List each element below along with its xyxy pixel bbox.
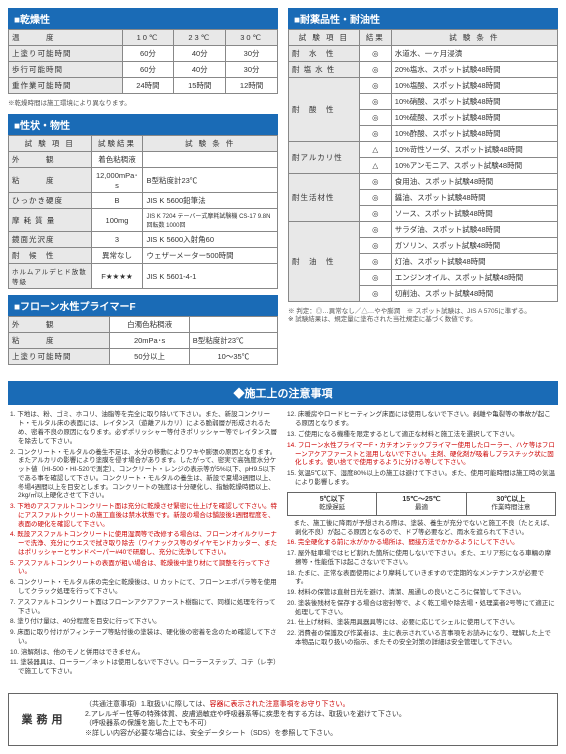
prec-left-col: 1. 下地は、粉、ゴミ、ホコリ、油脂等を完全に取り除いて下さい。また、新設コンク…	[10, 411, 279, 678]
table-row: 耐生活材性◎食用油、スポット試験48時間	[289, 174, 558, 190]
col-head: 試 験 条 件	[391, 30, 557, 46]
col-head: 30℃	[226, 30, 278, 46]
table-row: 耐アルカリ性△10%苛性ソーダ、スポット試験48時間	[289, 142, 558, 158]
sec4-table: 試 験 項 目 結果 試 験 条 件 耐 水 性◎水道水、一ヶ月浸漬 耐 塩 水…	[288, 29, 558, 302]
prec-item: 19. 材料の保管は直射日光を避け、清潔、風通しの良いところに保管して下さい。	[287, 589, 556, 598]
temp-cell: 5℃以下 乾燥遅延	[288, 493, 377, 515]
sec3-header: ■フローン水性プライマーF	[8, 295, 278, 316]
footer-left: 業務用	[9, 703, 79, 735]
prec-item: 6. コンクリート・モルタル床の完全に乾燥後は、U カットにて、フローンエポパラ…	[10, 579, 279, 597]
prec-item: 9. 床面に取り付けがフィンテープ等貼付後の塗装は、硬化後の密着を念のため確認し…	[10, 629, 279, 647]
prec-item: 15. 気温5℃以下、湿度80%以上の施工は避けて下さい。また、使用可能時間は施…	[287, 470, 556, 488]
col-head: 試験結果	[91, 136, 143, 152]
prec-item: 11. 塗装器具は、ローラー／ネットは使用しないで下さい。ローラーステップ、コテ…	[10, 659, 279, 677]
table-row: 粘 度12,000mPa･sB型粘度計23℃	[9, 168, 278, 193]
sec4-header: ■耐薬品性・耐油性	[288, 8, 558, 29]
table-row: 外 観白濁色粘稠液	[9, 317, 278, 333]
table-row: 摩 耗 質 量100mgJIS K 7204 テーバー式摩耗試験機 CS-17 …	[9, 209, 278, 232]
col-head: 試 験 条 件	[143, 136, 278, 152]
prec-item: 1. 下地は、粉、ゴミ、ホコリ、油脂等を完全に取り除いて下さい。また、新設コンク…	[10, 411, 279, 446]
prec-item: 21. 仕上げ材料、塗装用具器具等には、必要に応じてシェルに使用して下さい。	[287, 619, 556, 628]
sec1-table: 温 度 10℃ 23℃ 30℃ 上塗り可能時間 60分 40分 30分 歩行可能…	[8, 29, 278, 94]
prec-item: 20. 塗装後残材を保存する場合は密封等で、よく乾工場や除去場・処理業者2号等に…	[287, 600, 556, 618]
sec1-header: ■乾燥性	[8, 8, 278, 29]
col-head: 23℃	[174, 30, 226, 46]
table-row: 耐 油 性◎サラダ油、スポット試験48時間	[289, 222, 558, 238]
sec2-table: 試 験 項 目 試験結果 試 験 条 件 外 観着色粘稠液 粘 度12,000m…	[8, 135, 278, 289]
col-head: 試 験 項 目	[9, 136, 92, 152]
prec-item: 7. アスファルトコンクリート面はフローンアクアファースト樹脂にて、同様に処理を…	[10, 599, 279, 617]
table-row: 鏡面光沢度3JIS K 5600入射角60	[9, 232, 278, 248]
table-row: 外 観着色粘稠液	[9, 152, 278, 168]
footer-right: （共通注意事項）1.取扱いに際しては、容器に表示された注意事項をお守り下さい。 …	[79, 694, 557, 745]
prec-item: 22. 消費者の保護及び作業者は、主に表示されている言事項をお読みになり、理解し…	[287, 630, 556, 648]
prec-item: 12. 床暖房やロードヒーティング床面には使用しないで下さい。剥離や亀裂等の事故…	[287, 411, 556, 429]
table-row: 上塗り可能時間50分以上10～35℃	[9, 349, 278, 365]
prec-item: 16. 完全硬化する前に水がかかる場所は、間接方法でかかるようにして下さい。	[287, 539, 556, 548]
prec-item: 5. アスファルトコンクリートの表面が粗い場合は、乾燥後中塗り材にて調整を行って…	[10, 560, 279, 578]
prec-item: 3. 下地のアスファルトコンクリート面は充分に乾燥させ緊密に仕上げを確認して下さ…	[10, 503, 279, 529]
table-row: 歩行可能時間 60分 40分 30分	[9, 62, 278, 78]
col-head: 試 験 項 目	[289, 30, 360, 46]
prec-item: 14. フローン水性プライマーF・カチオンテックプライマー使用したローラー、ハケ…	[287, 442, 556, 468]
table-row: ホルムアルデヒド放散等級F★★★★JIS K 5601-4-1	[9, 264, 278, 289]
sec3-table: 外 観白濁色粘稠液 粘 度20mPa･sB型粘度計23℃ 上塗り可能時間50分以…	[8, 316, 278, 365]
prec-item: 18. たまに、正常な表面使用により摩耗していきますので定期的なメンテナンスが必…	[287, 570, 556, 588]
col-head: 10℃	[122, 30, 174, 46]
prec-item: 8. 塗り付け量は、40分程度を目安に行って下さい。	[10, 618, 279, 627]
footer-box: 業務用 （共通注意事項）1.取扱いに際しては、容器に表示された注意事項をお守り下…	[8, 693, 558, 746]
temp-cell: 30℃以上 作業時間注意	[467, 493, 555, 515]
prec-item: 4. 既設アスファルトコンクリートに使用湿潤等で改修する場合は、フローンオイルク…	[10, 531, 279, 557]
table-row: 重作業可能時間 24時間 15時間 12時間	[9, 78, 278, 94]
sec4-note: ※ 判定：◎…異常なし／△…やや膨潤 ※ スポット試験は、JIS A 5705に…	[288, 308, 558, 325]
table-row: 耐 候 性異常なしウェザーメーター500時間	[9, 248, 278, 264]
table-row: 耐 塩 水 性◎20%塩水、スポット試験48時間	[289, 62, 558, 78]
table-row: 耐 酸 性◎10%塩酸、スポット試験48時間	[289, 78, 558, 94]
temp-box: 5℃以下 乾燥遅延 15℃～25℃ 最適 30℃以上 作業時間注意	[287, 492, 556, 516]
col-head: 温 度	[9, 30, 123, 46]
table-row: ひっかき硬度BJIS K 5600鉛筆法	[9, 193, 278, 209]
prec-header: ◆施工上の注意事項	[8, 381, 558, 405]
temp-cell: 15℃～25℃ 最適	[377, 493, 466, 515]
prec-item: 17. 屋外駐車場ではヒビ割れた箇所に使用しないで下さい。また、エリア形になる車…	[287, 550, 556, 568]
table-row: 粘 度20mPa･sB型粘度計23℃	[9, 333, 278, 349]
prec-item: 10. 溶解剤は、他のモノと併用はできません。	[10, 649, 279, 658]
prec-item: また、施工後に降雨が予想される際は、塗装、養生が充分でないと施工不良（たとえば、…	[287, 520, 556, 538]
sec2-header: ■性状・物性	[8, 114, 278, 135]
prec-item: 13. ご使用になる機種を限定するとして適正な材料と施工法を選択して下さい。	[287, 431, 556, 440]
prec-right-col: 12. 床暖房やロードヒーティング床面には使用しないで下さい。剥離や亀裂等の事故…	[287, 411, 556, 678]
col-head: 結果	[359, 30, 391, 46]
table-row: 耐 水 性◎水道水、一ヶ月浸漬	[289, 46, 558, 62]
prec-item: 2. コンクリート・モルタルの養生不足は、水分の移動によりワキや膨張の原因となり…	[10, 449, 279, 502]
sec1-note: ※乾燥時間は施工環境により異なります。	[8, 100, 278, 108]
table-row: 上塗り可能時間 60分 40分 30分	[9, 46, 278, 62]
